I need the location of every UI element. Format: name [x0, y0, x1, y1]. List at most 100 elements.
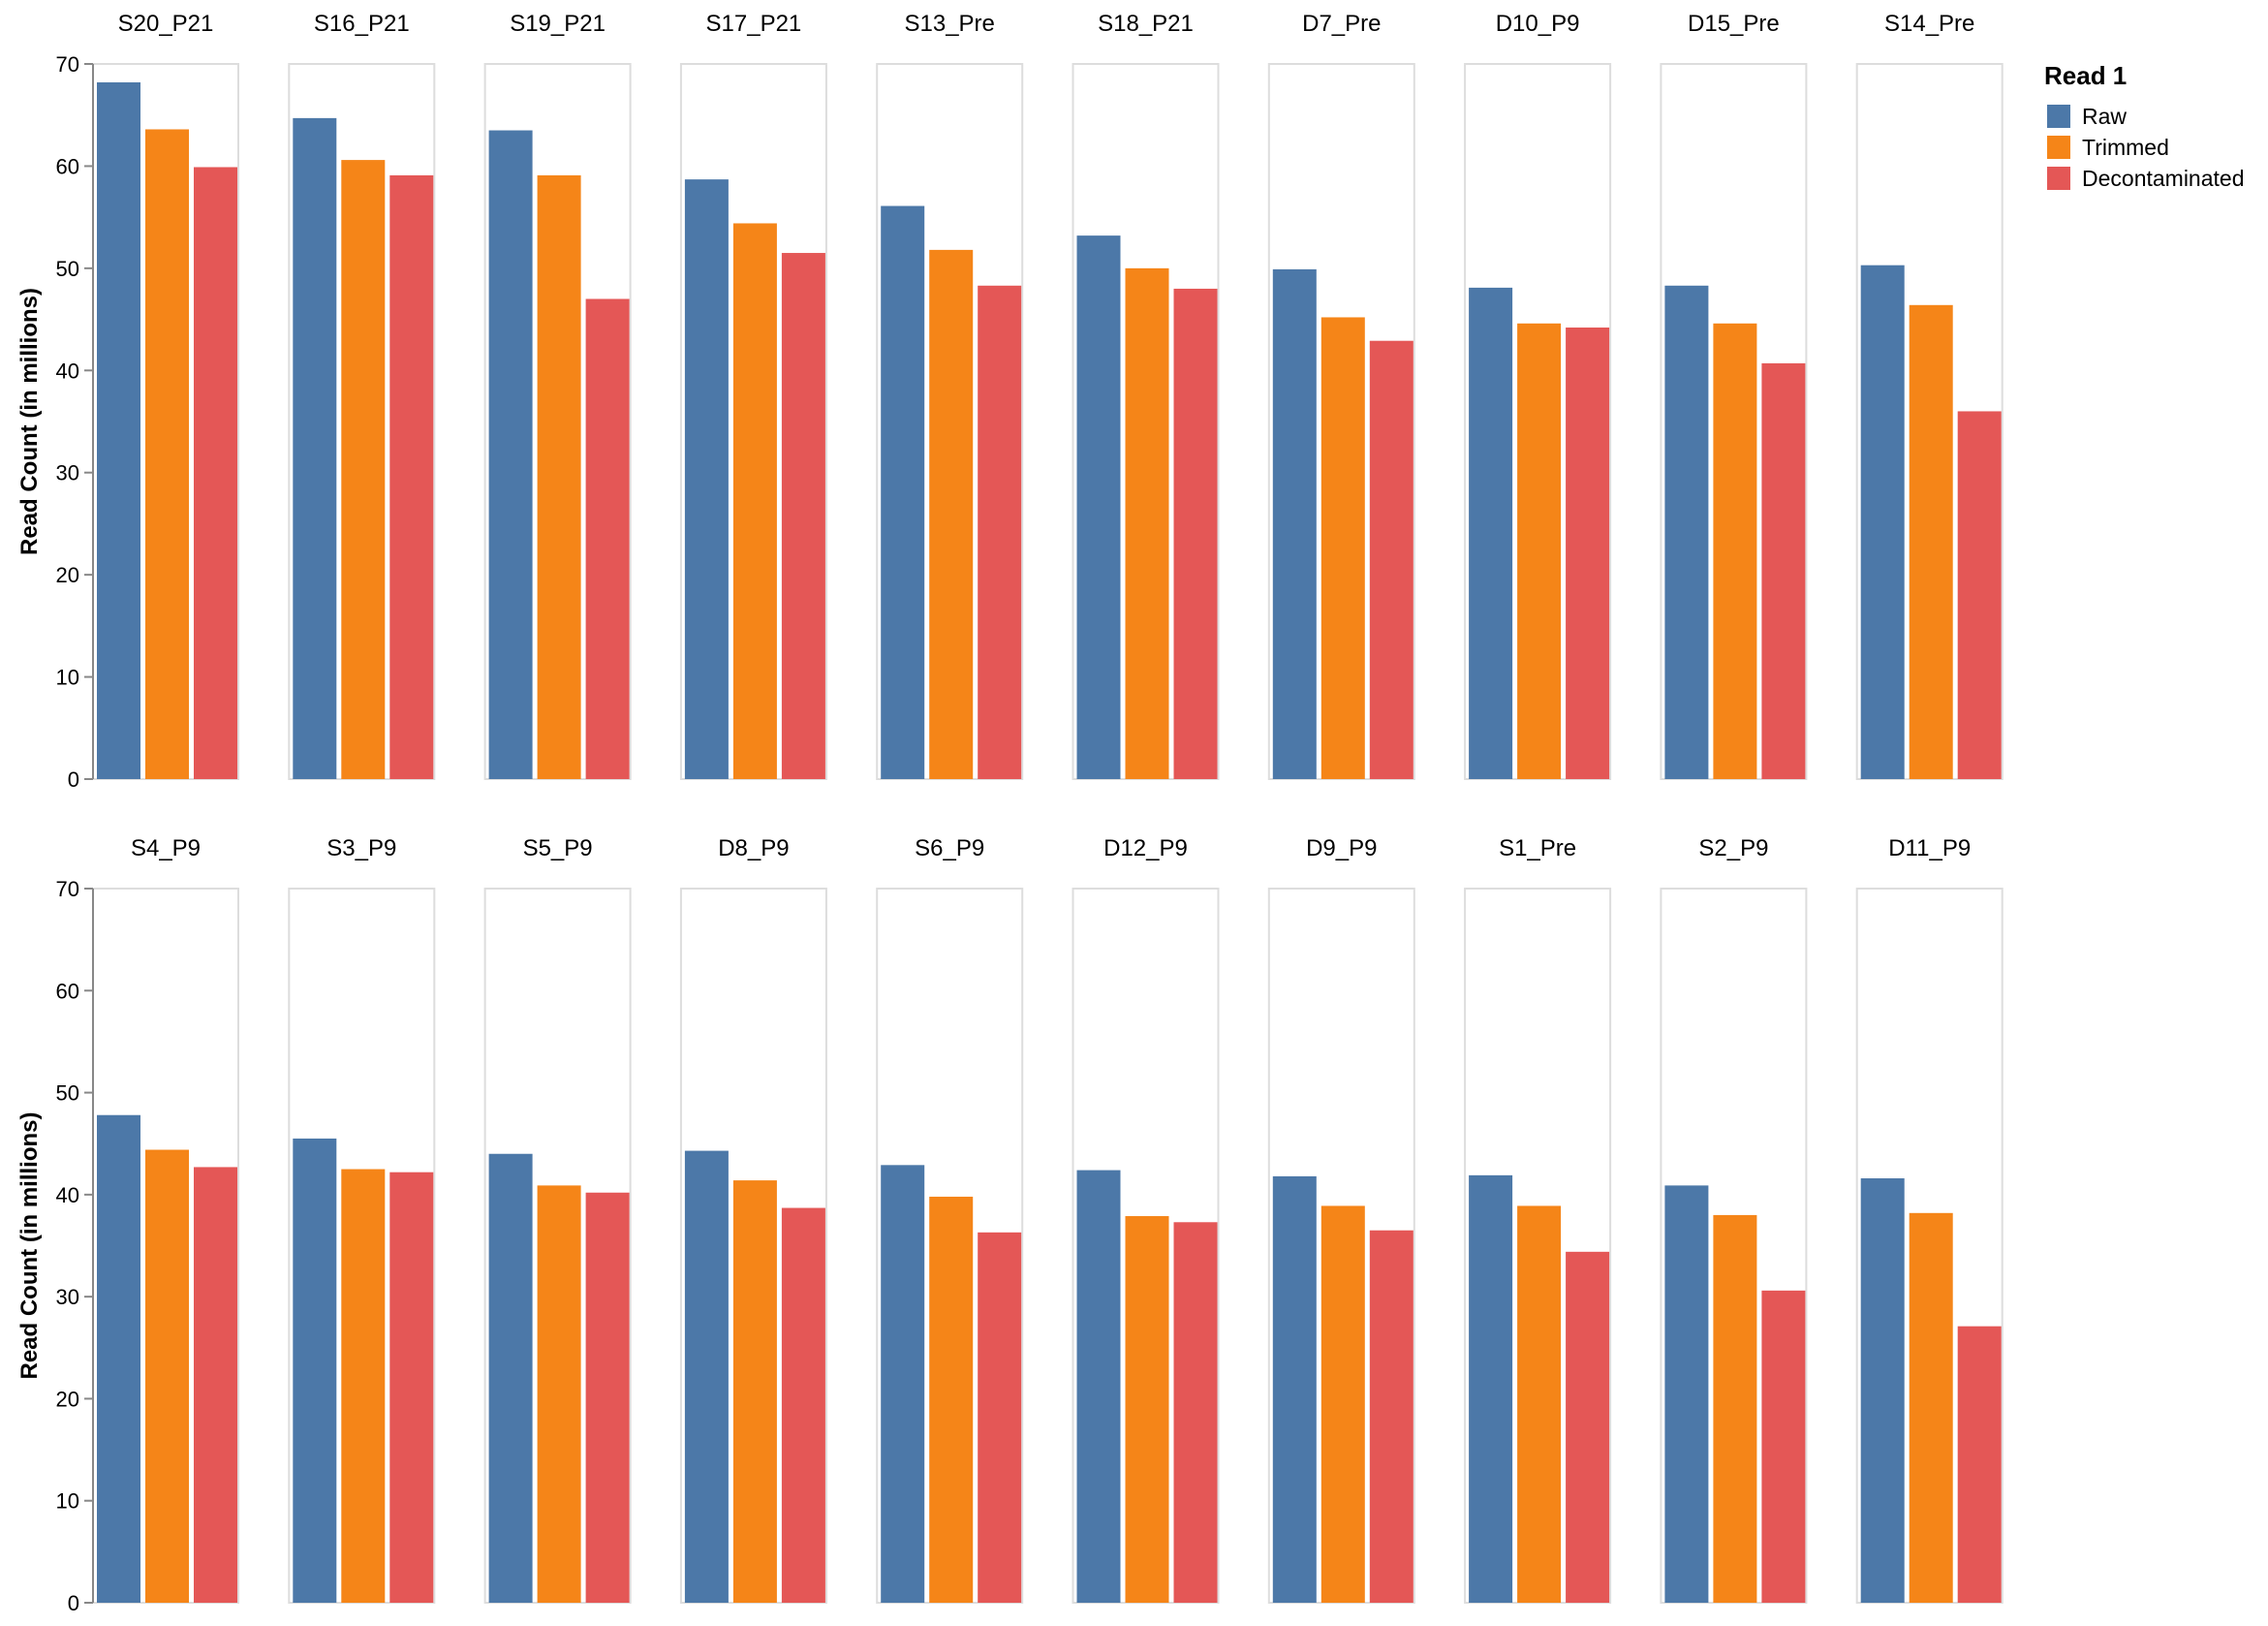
- bar-D11_P9-decontaminated: [1957, 1326, 2002, 1603]
- bar-S3_P9-raw: [293, 1138, 337, 1603]
- bar-S19_P21-raw: [488, 130, 533, 779]
- bar-S6_P9-trimmed: [929, 1196, 974, 1603]
- bar-S16_P21-trimmed: [341, 160, 386, 780]
- facet-title: S5_P9: [523, 835, 593, 861]
- y-tick-label: 0: [68, 767, 79, 792]
- bar-D7_Pre-raw: [1272, 268, 1317, 779]
- bar-S2_P9-raw: [1664, 1185, 1709, 1603]
- bar-D12_P9-decontaminated: [1173, 1222, 1218, 1603]
- facet-S5_P9: S5_P9: [483, 835, 632, 1604]
- facet-title: S17_P21: [706, 11, 802, 37]
- y-tick-label: 60: [56, 979, 79, 1003]
- y-tick-label: 10: [56, 1489, 79, 1514]
- bar-S17_P21-raw: [684, 179, 729, 780]
- facet-S1_Pre: S1_Pre: [1464, 835, 1612, 1604]
- bar-D11_P9-raw: [1860, 1178, 1905, 1603]
- bar-S18_P21-trimmed: [1125, 267, 1169, 779]
- legend-entry-trimmed: Trimmed: [2047, 135, 2169, 160]
- bar-D12_P9-raw: [1076, 1170, 1121, 1603]
- legend: Read 1 Raw Trimmed Decontaminated: [2044, 61, 2245, 191]
- bar-D12_P9-trimmed: [1125, 1215, 1169, 1603]
- legend-entries: Raw Trimmed Decontaminated: [2047, 104, 2245, 191]
- bar-D15_Pre-decontaminated: [1761, 362, 1806, 779]
- facet-S16_P21: S16_P21: [288, 11, 436, 780]
- facet-title: S20_P21: [118, 11, 214, 37]
- facet-title: D15_Pre: [1688, 11, 1780, 37]
- bar-D8_P9-raw: [684, 1150, 729, 1603]
- bar-S3_P9-trimmed: [341, 1169, 386, 1603]
- bar-S6_P9-raw: [881, 1165, 925, 1603]
- y-axis-title: Read Count (in millions): [16, 288, 43, 555]
- bar-S4_P9-raw: [97, 1114, 140, 1603]
- bar-S17_P21-decontaminated: [781, 253, 825, 779]
- facets-layer: S20_P21 S16_P21 S19_P21 S17_P21 S13_Pre S18_P…: [92, 11, 2004, 1604]
- y-tick-label: 40: [56, 359, 79, 383]
- facet-S2_P9: S2_P9: [1660, 835, 1808, 1604]
- bar-D10_P9-decontaminated: [1566, 328, 1610, 779]
- facet-title: D12_P9: [1103, 835, 1188, 861]
- facet-S18_P21: S18_P21: [1072, 11, 1220, 780]
- bar-D7_Pre-trimmed: [1320, 317, 1365, 779]
- y-tick-label: 0: [68, 1591, 79, 1615]
- bar-S2_P9-trimmed: [1713, 1214, 1757, 1603]
- bar-S14_Pre-decontaminated: [1957, 411, 2002, 779]
- bar-S16_P21-decontaminated: [389, 174, 434, 780]
- bar-D8_P9-decontaminated: [781, 1207, 825, 1603]
- bar-S18_P21-raw: [1076, 235, 1121, 779]
- bar-S6_P9-decontaminated: [978, 1232, 1022, 1603]
- bar-D15_Pre-raw: [1664, 285, 1709, 779]
- bar-S20_P21-decontaminated: [194, 167, 237, 780]
- bar-S13_Pre-trimmed: [929, 249, 974, 779]
- bar-S13_Pre-decontaminated: [978, 285, 1022, 779]
- y-tick-label: 40: [56, 1183, 79, 1207]
- y-tick-label: 30: [56, 1285, 79, 1309]
- facet-S20_P21: S20_P21: [92, 11, 239, 780]
- legend-entry-decontaminated: Decontaminated: [2047, 166, 2245, 191]
- facet-S14_Pre: S14_Pre: [1855, 11, 2004, 780]
- facet-title: S14_Pre: [1884, 11, 1974, 37]
- bar-S19_P21-trimmed: [537, 174, 581, 780]
- bar-D9_P9-raw: [1272, 1175, 1317, 1603]
- facet-D7_Pre: D7_Pre: [1267, 11, 1415, 780]
- legend-label: Trimmed: [2082, 135, 2169, 160]
- bar-S20_P21-raw: [97, 81, 140, 779]
- facet-S13_Pre: S13_Pre: [876, 11, 1024, 780]
- bar-S20_P21-trimmed: [145, 129, 189, 779]
- bar-S18_P21-decontaminated: [1173, 288, 1218, 779]
- facet-title: S16_P21: [314, 11, 410, 37]
- facet-title: S1_Pre: [1499, 835, 1576, 861]
- bar-D9_P9-decontaminated: [1369, 1230, 1414, 1603]
- facet-title: D8_P9: [718, 835, 789, 861]
- legend-swatch: [2047, 167, 2070, 190]
- legend-title: Read 1: [2044, 61, 2127, 90]
- facet-D12_P9: D12_P9: [1072, 835, 1220, 1604]
- facet-S19_P21: S19_P21: [483, 11, 632, 780]
- facet-title: D7_Pre: [1302, 11, 1381, 37]
- y-tick-label: 10: [56, 666, 79, 690]
- bar-D10_P9-raw: [1469, 287, 1513, 779]
- bar-D7_Pre-decontaminated: [1369, 340, 1414, 779]
- facet-D8_P9: D8_P9: [679, 835, 827, 1604]
- y-tick-label: 70: [56, 877, 79, 901]
- facet-S3_P9: S3_P9: [288, 835, 436, 1604]
- facet-title: S6_P9: [915, 835, 984, 861]
- bar-S2_P9-decontaminated: [1761, 1290, 1806, 1603]
- bar-S5_P9-raw: [488, 1153, 533, 1603]
- legend-label: Decontaminated: [2082, 166, 2245, 191]
- facet-S6_P9: S6_P9: [876, 835, 1024, 1604]
- bar-S1_Pre-raw: [1469, 1174, 1513, 1603]
- facet-title: D9_P9: [1306, 835, 1377, 861]
- legend-entry-raw: Raw: [2047, 104, 2127, 129]
- facet-title: S2_P9: [1698, 835, 1768, 861]
- facet-title: S19_P21: [510, 11, 606, 37]
- bar-S3_P9-decontaminated: [389, 1172, 434, 1603]
- y-tick-label: 60: [56, 154, 79, 178]
- y-tick-label: 20: [56, 563, 79, 587]
- bar-S19_P21-decontaminated: [585, 298, 630, 779]
- facet-title: D11_P9: [1888, 835, 1971, 861]
- bar-S4_P9-trimmed: [145, 1149, 189, 1603]
- facet-D9_P9: D9_P9: [1267, 835, 1415, 1604]
- facet-S17_P21: S17_P21: [679, 11, 827, 780]
